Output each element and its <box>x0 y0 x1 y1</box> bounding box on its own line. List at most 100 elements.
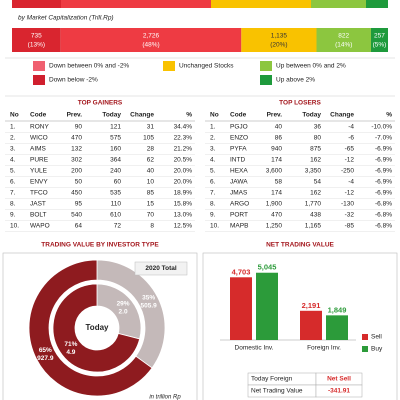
cell: 7. <box>10 190 16 197</box>
legend-label: Sell <box>371 334 382 341</box>
cell: 132 <box>71 146 82 153</box>
cell: 470 <box>271 212 282 219</box>
slice-percent: 29% <box>117 300 130 307</box>
cell: 575 <box>110 135 121 142</box>
slice-percent: 71% <box>64 341 77 348</box>
slice-percent: 35% <box>142 294 155 301</box>
cell: 438 <box>310 212 321 219</box>
segment-value: 2,726 <box>143 33 160 40</box>
cell: 20.0% <box>174 179 193 186</box>
cell: YULE <box>30 168 48 175</box>
cell: 1. <box>210 124 216 131</box>
panel <box>202 252 398 400</box>
legend-label: Up between 0% and 2% <box>276 63 346 70</box>
cell: ARGO <box>230 201 249 208</box>
center-label: Today <box>86 323 110 332</box>
segment-percent: (48%) <box>142 42 159 49</box>
cell: RONY <box>30 124 49 131</box>
legend-swatch <box>163 61 175 71</box>
category-label: Foreign Inv. <box>307 345 341 352</box>
cell: 160 <box>110 146 121 153</box>
cell: 875 <box>310 146 321 153</box>
cell: -6.9% <box>375 179 392 186</box>
bar-value: 1,849 <box>328 305 347 314</box>
segment-percent: (14%) <box>335 42 352 49</box>
bar-segment <box>241 28 317 52</box>
cell: 7. <box>210 190 216 197</box>
cell: 34.4% <box>174 124 193 131</box>
cell: 9. <box>10 212 16 219</box>
cell: 22.3% <box>174 135 193 142</box>
cell: 15 <box>147 201 155 208</box>
legend-swatch <box>362 334 368 340</box>
cell: 3,350 <box>305 168 322 175</box>
cell: 90 <box>75 124 83 131</box>
column-header: % <box>186 112 192 119</box>
cell: -12 <box>345 157 355 164</box>
table-value: Net Sell <box>327 376 351 383</box>
cell: 31 <box>147 124 155 131</box>
cell: 10 <box>147 179 155 186</box>
legend-label: Buy <box>371 346 383 353</box>
cell: JMAS <box>230 190 248 197</box>
cell: 174 <box>271 157 282 164</box>
legend-label: Down between 0% and -2% <box>49 63 129 70</box>
donut-slice <box>52 283 141 373</box>
cell: 18.9% <box>174 190 193 197</box>
cell: -6.9% <box>375 168 392 175</box>
cell: AIMS <box>30 146 47 153</box>
legend-swatch <box>260 61 272 71</box>
cell: 20.0% <box>174 168 193 175</box>
cell: -6.9% <box>375 190 392 197</box>
table-title: TOP LOSERS <box>279 100 321 107</box>
cell: 5. <box>10 168 16 175</box>
slice-percent: 65% <box>39 347 52 354</box>
cell: 1,900 <box>266 201 283 208</box>
cell: 20.5% <box>174 157 193 164</box>
column-header: Change <box>330 112 354 119</box>
cell: MAPB <box>230 223 248 230</box>
cell: 200 <box>71 168 82 175</box>
cell: -6.8% <box>375 223 392 230</box>
column-header: Prev. <box>267 112 283 119</box>
legend-label: Up above 2% <box>276 77 315 84</box>
table-label: Net Trading Value <box>251 388 303 395</box>
cell: 8. <box>210 201 216 208</box>
cell: -4 <box>348 124 354 131</box>
cell: 86 <box>275 135 283 142</box>
cell: 50 <box>75 179 83 186</box>
cell: WAPO <box>30 223 50 230</box>
bar <box>256 272 278 340</box>
top-strip <box>12 0 388 8</box>
cell: 162 <box>310 190 321 197</box>
cell: -6.9% <box>375 157 392 164</box>
cell: 5. <box>210 168 216 175</box>
table-title: TOP GAINERS <box>78 100 123 107</box>
cell: 8. <box>10 201 16 208</box>
cell: 21.2% <box>174 146 193 153</box>
slice-amount: 927.9 <box>37 355 54 362</box>
cell: PYFA <box>230 146 247 153</box>
cell: 85 <box>147 190 155 197</box>
slice-amount: 505.9 <box>141 302 158 309</box>
cell: -250 <box>341 168 354 175</box>
column-header: No <box>10 112 19 119</box>
cell: 4. <box>210 157 216 164</box>
cell: -4 <box>348 179 354 186</box>
cell: 174 <box>271 190 282 197</box>
slice-amount: 2.0 <box>119 308 128 315</box>
bar <box>300 310 322 340</box>
bar <box>230 277 252 340</box>
cell: 540 <box>71 212 82 219</box>
bar-value: 2,191 <box>302 301 321 310</box>
cell: 3,600 <box>266 168 283 175</box>
legend-swatch <box>33 61 45 71</box>
chart-title: NET TRADING VALUE <box>266 242 334 249</box>
cell: 3. <box>210 146 216 153</box>
cell: 2. <box>210 135 216 142</box>
cell: 95 <box>75 201 83 208</box>
cell: 12.5% <box>174 223 193 230</box>
cell: 162 <box>310 157 321 164</box>
cell: 302 <box>71 157 82 164</box>
